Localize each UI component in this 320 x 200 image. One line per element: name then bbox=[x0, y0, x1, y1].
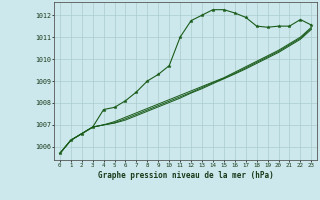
X-axis label: Graphe pression niveau de la mer (hPa): Graphe pression niveau de la mer (hPa) bbox=[98, 171, 274, 180]
